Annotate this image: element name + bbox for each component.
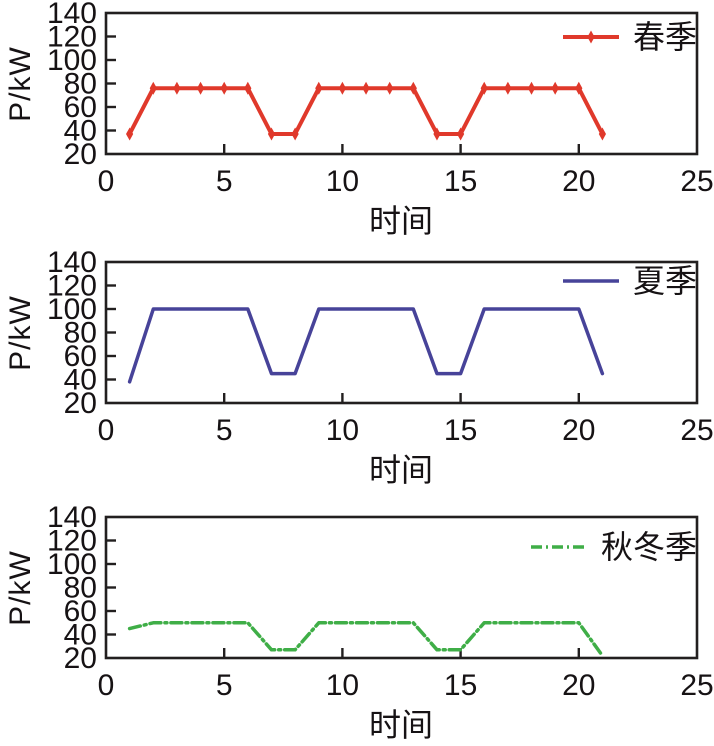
spring-line-sample-icon	[562, 30, 619, 44]
x-tick-label: 25	[680, 669, 713, 702]
y-tick-label: 80	[64, 317, 97, 350]
plot-frame	[104, 515, 699, 660]
x-tick-label: 25	[680, 165, 713, 198]
x-tick-label: 20	[562, 669, 595, 702]
series-line	[127, 86, 605, 136]
x-tick-label: 15	[444, 165, 477, 198]
y-tick-label: 80	[64, 68, 97, 101]
y-tick-label: 40	[64, 364, 97, 397]
axis-ticks	[107, 284, 580, 402]
y-tick-label: 120	[47, 270, 97, 303]
y-tick-label: 20	[64, 642, 97, 675]
x-axis-label-summer: 时间	[368, 452, 434, 488]
x-tick-label: 0	[98, 165, 115, 198]
x-tick-label: 15	[444, 669, 477, 702]
series-markers	[126, 81, 606, 141]
y-tick-label: 60	[64, 340, 97, 373]
legend-summer: 夏季	[562, 265, 697, 297]
y-tick-label: 120	[47, 525, 97, 558]
summer-line-sample-icon	[562, 279, 619, 283]
y-tick-label: 60	[64, 595, 97, 628]
x-tick-label: 15	[444, 414, 477, 447]
y-tick-label: 140	[47, 504, 97, 534]
plot-frame	[104, 11, 699, 156]
x-tick-label: 10	[326, 669, 359, 702]
x-tick-label: 20	[562, 414, 595, 447]
y-tick-label: 140	[47, 0, 97, 30]
chart-panel-autumn-winter: P/kW 0 5 10 15 20 25 20 40 60 80 100 120 140 秋冬季 时间	[0, 504, 714, 745]
x-tick-label: 0	[98, 669, 115, 702]
y-tick-label: 40	[64, 115, 97, 148]
legend-label-spring: 春季	[632, 19, 697, 55]
axis-ticks	[107, 539, 580, 657]
x-tick-label: 20	[562, 165, 595, 198]
axis-ticks	[107, 35, 580, 153]
legend-spring: 春季	[562, 21, 697, 53]
y-tick-label: 40	[64, 619, 97, 652]
series-line	[127, 307, 605, 384]
plot-frame	[104, 260, 699, 405]
y-tick-label: 100	[47, 548, 97, 581]
x-tick-label: 0	[98, 414, 115, 447]
chart-panel-summer: P/kW 0 5 10 15 20 25 20 40 60 80 100 120 140 夏季 时间	[0, 249, 714, 494]
y-tick-label: 60	[64, 91, 97, 124]
y-tick-label: 100	[47, 44, 97, 77]
legend-label-autumn-winter: 秋冬季	[600, 529, 697, 565]
legend-label-summer: 夏季	[632, 263, 697, 299]
y-tick-label: 100	[47, 293, 97, 326]
y-tick-label: 140	[47, 249, 97, 279]
y-tick-label: 20	[64, 387, 97, 420]
x-axis-label-autumn-winter: 时间	[368, 707, 434, 743]
x-tick-label: 5	[216, 669, 233, 702]
x-tick-label: 10	[326, 165, 359, 198]
x-tick-label: 5	[216, 165, 233, 198]
y-tick-label: 80	[64, 572, 97, 605]
x-tick-label: 25	[680, 414, 713, 447]
x-tick-label: 10	[326, 414, 359, 447]
x-tick-label: 5	[216, 414, 233, 447]
x-axis-label-spring: 时间	[368, 203, 434, 239]
chart-panel-spring: P/kW 0 5 10 15 20 25 20 40 60 80 100 120 140 春季 时间	[0, 0, 714, 245]
y-tick-label: 120	[47, 21, 97, 54]
autumn-winter-line-sample-icon	[530, 545, 587, 549]
y-tick-label: 20	[64, 138, 97, 171]
series-line	[127, 621, 605, 658]
legend-autumn-winter: 秋冬季	[530, 531, 697, 563]
